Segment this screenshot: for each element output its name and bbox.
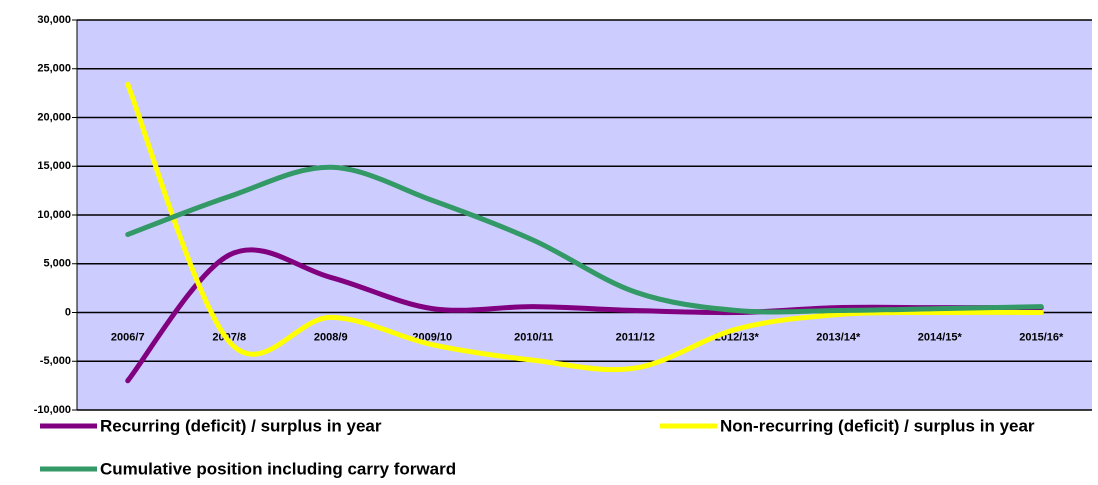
x-tick-label: 2008/9 bbox=[314, 331, 348, 343]
y-tick-label: -10,000 bbox=[34, 404, 71, 416]
y-tick-label: 5,000 bbox=[43, 258, 71, 270]
y-tick-label: 20,000 bbox=[37, 111, 71, 123]
y-tick-label: 30,000 bbox=[37, 14, 71, 26]
y-tick-label: 0 bbox=[65, 306, 71, 318]
series-line bbox=[125, 81, 1044, 373]
x-tick-label: 2015/16* bbox=[1019, 331, 1064, 343]
y-tick-label: 15,000 bbox=[37, 160, 71, 172]
y-tick-label: -5,000 bbox=[40, 355, 71, 367]
y-tick-label: 10,000 bbox=[37, 209, 71, 221]
x-tick-label: 2010/11 bbox=[514, 331, 553, 343]
legend-label: Recurring (deficit) / surplus in year bbox=[100, 416, 382, 435]
x-tick-label: 2014/15* bbox=[918, 331, 963, 343]
legend-label: Cumulative position including carry forw… bbox=[100, 459, 456, 478]
x-tick-label: 2011/12 bbox=[616, 331, 655, 343]
x-tick-label: 2013/14* bbox=[816, 331, 861, 343]
legend-label: Non-recurring (deficit) / surplus in yea… bbox=[720, 416, 1035, 435]
x-tick-label: 2006/7 bbox=[111, 331, 145, 343]
y-tick-label: 25,000 bbox=[37, 63, 71, 75]
series-line bbox=[125, 164, 1044, 315]
